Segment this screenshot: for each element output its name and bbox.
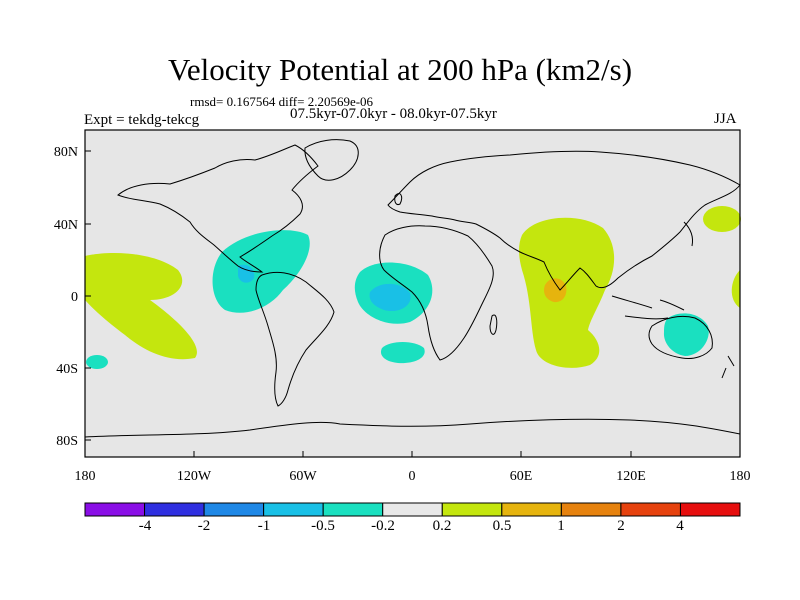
fill-negative-atlantic-core bbox=[369, 283, 411, 312]
colorbar-box-3 bbox=[263, 502, 324, 517]
coast-indonesia bbox=[611, 295, 685, 320]
season-label: JJA bbox=[714, 111, 737, 127]
x-label-6: 180 bbox=[730, 469, 751, 484]
fill-positive-asia bbox=[519, 217, 615, 368]
coast-eurasia bbox=[387, 150, 741, 291]
colorbar-labels: -4 -2 -1 -0.5 -0.2 0.2 0.5 1 2 4 bbox=[139, 518, 685, 534]
y-label-2: 0 bbox=[71, 290, 78, 305]
colorbar-box-1 bbox=[144, 502, 205, 517]
colorbar-label-4: -0.2 bbox=[371, 518, 395, 534]
fill-negative-southatlantic bbox=[380, 342, 425, 364]
x-label-4: 60E bbox=[510, 469, 533, 484]
fill-positive-eastpacific bbox=[85, 252, 197, 360]
colorbar-box-6 bbox=[441, 502, 503, 517]
colorbar-box-0 bbox=[84, 502, 146, 517]
y-axis-labels: 80N 40N 0 40S 80S bbox=[54, 145, 78, 449]
fill-positive-northpacific bbox=[703, 206, 741, 232]
colorbar-box-2 bbox=[203, 502, 265, 517]
coast-north-america bbox=[117, 144, 319, 273]
colorbar-label-1: -2 bbox=[198, 518, 211, 534]
y-label-3: 40S bbox=[56, 362, 78, 377]
x-axis-labels: 180 120W 60W 0 60E 120E 180 bbox=[75, 469, 751, 484]
stats-label: rmsd= 0.167564 diff= 2.20569e-06 bbox=[190, 94, 374, 109]
colorbar-label-2: -1 bbox=[258, 518, 271, 534]
fill-positive-india-core bbox=[544, 278, 567, 303]
x-label-0: 180 bbox=[75, 469, 96, 484]
colorbar-box-9 bbox=[620, 502, 681, 517]
chart-title: Velocity Potential at 200 hPa (km2/s) bbox=[167, 52, 633, 87]
colorbar-label-7: 1 bbox=[557, 518, 565, 534]
fill-positive-eastedge bbox=[731, 270, 740, 308]
colorbar-label-5: 0.2 bbox=[433, 518, 452, 534]
x-label-3: 0 bbox=[409, 469, 416, 484]
coast-japan bbox=[683, 221, 693, 247]
coastlines bbox=[84, 139, 741, 438]
colorbar-label-6: 0.5 bbox=[493, 518, 512, 534]
colorbar-box-5 bbox=[382, 502, 443, 517]
coast-south-america bbox=[255, 271, 335, 407]
coast-africa bbox=[379, 225, 494, 361]
colorbar-label-9: 4 bbox=[676, 518, 684, 534]
colorbar-label-8: 2 bbox=[617, 518, 625, 534]
x-label-5: 120E bbox=[616, 469, 646, 484]
coast-madagascar bbox=[489, 314, 498, 335]
experiment-label: Expt = tekdg-tekcg bbox=[84, 112, 200, 128]
y-label-1: 40N bbox=[54, 218, 78, 233]
coast-greenland bbox=[304, 139, 359, 181]
colorbar-box-7 bbox=[501, 502, 562, 517]
colorbar-label-0: -4 bbox=[139, 518, 152, 534]
anomaly-fills bbox=[85, 206, 741, 369]
colorbar: -4 -2 -1 -0.5 -0.2 0.2 0.5 1 2 4 bbox=[84, 502, 741, 534]
y-label-4: 80S bbox=[56, 434, 78, 449]
fill-negative-southpacific bbox=[86, 355, 108, 369]
axis-ticks bbox=[84, 150, 741, 457]
colorbar-boxes bbox=[84, 502, 741, 517]
colorbar-box-4 bbox=[322, 502, 384, 517]
colorbar-label-3: -0.5 bbox=[311, 518, 335, 534]
colorbar-box-8 bbox=[560, 502, 622, 517]
coast-antarctica bbox=[84, 418, 741, 438]
x-label-1: 120W bbox=[177, 469, 212, 484]
colorbar-box-10 bbox=[679, 502, 741, 517]
fill-negative-australia bbox=[663, 313, 709, 356]
coast-newzealand bbox=[721, 355, 735, 379]
coast-australia bbox=[648, 315, 713, 359]
y-label-0: 80N bbox=[54, 145, 78, 160]
fill-negative-americas-core bbox=[238, 264, 255, 283]
coast-uk bbox=[394, 193, 403, 205]
x-label-2: 60W bbox=[289, 469, 317, 484]
period-label: 07.5kyr-07.0kyr - 08.0kyr-07.5kyr bbox=[290, 106, 497, 122]
